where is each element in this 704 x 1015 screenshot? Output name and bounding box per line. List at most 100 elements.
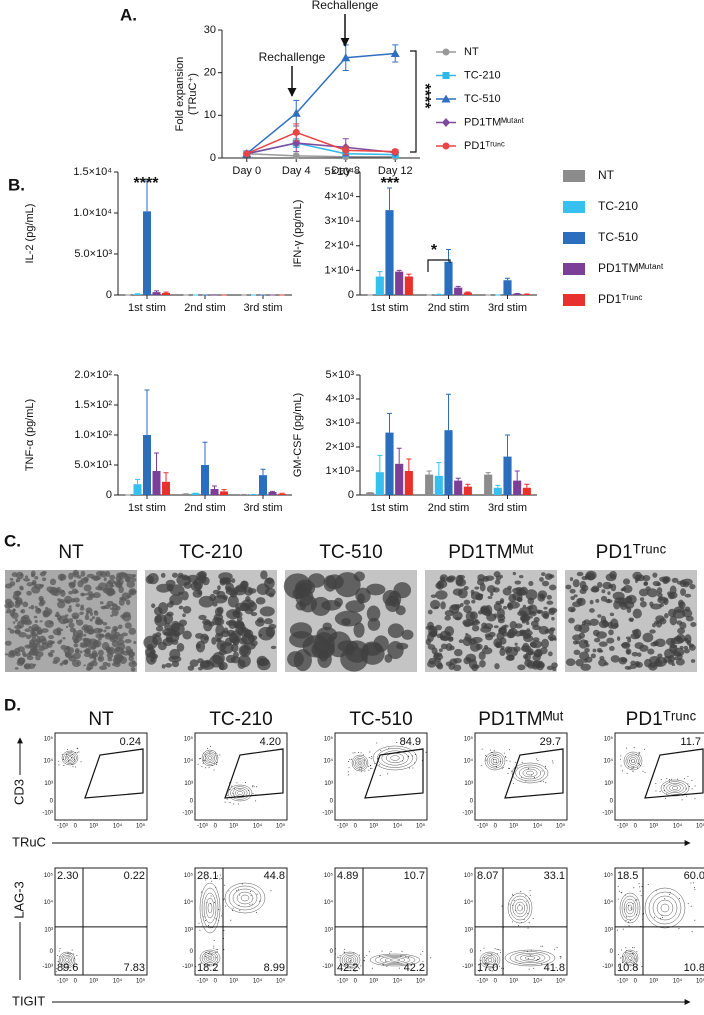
event-dot [369,751,371,753]
cell-cluster [632,608,642,619]
annotation: Rechallenge [259,50,326,64]
legend-label: PD1TMᴹᵘᵗᵃⁿᵗ [598,261,664,275]
event-dot [619,965,621,967]
event-dot [627,904,629,906]
event-dot [209,745,211,747]
cell-cluster [88,661,94,667]
cell-cluster [504,646,512,654]
cell-cluster [657,653,663,658]
cell-cluster [40,628,49,633]
cell-cluster [283,573,312,599]
event-dot [361,768,363,770]
cell-cluster [7,601,15,609]
cell-cluster [131,660,136,665]
event-dot [221,877,223,879]
cell-cluster [160,572,166,578]
contour [621,949,639,967]
cell-cluster [74,649,80,653]
cell-cluster [613,600,621,610]
error-bar [387,412,392,433]
contour [389,958,401,962]
cell-cluster [436,663,444,670]
event-dot [639,886,641,888]
panel-title: PD1TMᴹᵘᵗ [448,542,534,563]
event-dot [670,778,672,780]
event-dot [528,922,530,924]
event-dot [354,964,356,966]
event-dot [339,963,341,965]
bar [152,471,161,495]
cell-cluster [573,649,581,656]
event-dot [366,954,368,956]
panel-title: NT [88,709,114,730]
cell-cluster [519,615,527,622]
bar [162,481,171,495]
cell-cluster [198,595,215,608]
event-dot [539,957,541,959]
cell-cluster [39,597,44,602]
event-dot [634,761,636,763]
event-dot [195,966,197,968]
event-dot [232,907,234,909]
cell-cluster [86,596,93,601]
contour [203,751,217,765]
cell-cluster [106,652,114,659]
cell-cluster [128,650,134,658]
cell-cluster [355,587,371,604]
event-dot [537,760,539,762]
flow-plot [614,732,704,821]
event-dot [415,742,417,744]
cell-cluster [527,605,533,610]
gate [224,748,284,799]
cell-cluster [575,659,584,667]
contour [228,885,262,911]
cell-cluster [79,611,84,616]
event-dot [215,886,217,888]
event-dot [205,755,207,757]
cell-cluster [602,581,612,590]
cell-cluster [387,623,404,639]
bar [210,489,219,495]
event-dot [358,967,360,969]
cell-cluster [245,596,251,603]
event-dot [643,748,645,750]
cell-cluster [107,657,113,662]
event-dot [379,955,381,957]
event-dot [368,756,370,758]
contour [648,891,682,925]
bar [454,287,463,295]
bar [268,492,277,495]
y-tick-label: 1×10⁴ [324,264,354,276]
cell-cluster [628,617,634,622]
contour [509,951,551,965]
event-dot [251,786,253,788]
axis-label: LAG-3 [11,881,26,919]
y-tick-label: 10⁵ [464,872,474,879]
event-dot [545,782,547,784]
event-dot [232,793,234,795]
contour [656,899,674,917]
event-dot [490,752,492,754]
event-dot [357,758,359,760]
event-dot [382,964,384,966]
cell-cluster [537,590,548,599]
y-tick-label: 10⁵ [464,736,474,743]
cell-cluster [522,654,529,660]
event-dot [408,756,410,758]
event-dot [527,913,529,915]
cell-cluster [177,572,184,579]
contour [623,951,637,965]
bar [434,475,443,495]
event-dot [529,894,531,896]
cell-cluster [198,614,207,620]
cell-cluster [110,584,115,588]
event-dot [540,945,542,947]
event-dot [58,950,60,952]
event-dot [480,962,482,964]
event-dot [687,783,689,785]
event-dot [364,956,366,958]
event-dot [630,907,632,909]
event-dot [205,760,207,762]
event-dot [215,764,217,766]
cell-cluster [44,619,54,628]
